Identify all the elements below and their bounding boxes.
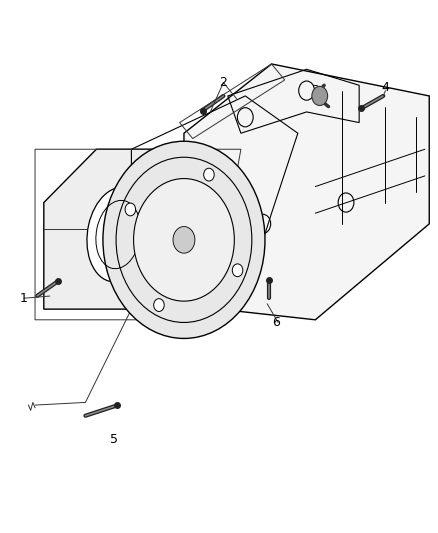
Circle shape xyxy=(312,86,328,106)
Ellipse shape xyxy=(87,187,150,282)
Circle shape xyxy=(173,227,195,253)
Polygon shape xyxy=(44,149,219,309)
Polygon shape xyxy=(184,64,429,320)
Text: 4: 4 xyxy=(381,82,389,94)
Circle shape xyxy=(134,179,234,301)
Circle shape xyxy=(103,141,265,338)
Circle shape xyxy=(125,203,136,216)
Text: 2: 2 xyxy=(219,76,227,89)
Circle shape xyxy=(154,298,164,311)
Text: 6: 6 xyxy=(272,316,280,329)
Circle shape xyxy=(232,264,243,277)
Circle shape xyxy=(204,168,214,181)
Text: 1: 1 xyxy=(20,292,28,305)
Text: 3: 3 xyxy=(311,84,319,97)
Text: 5: 5 xyxy=(110,433,118,446)
